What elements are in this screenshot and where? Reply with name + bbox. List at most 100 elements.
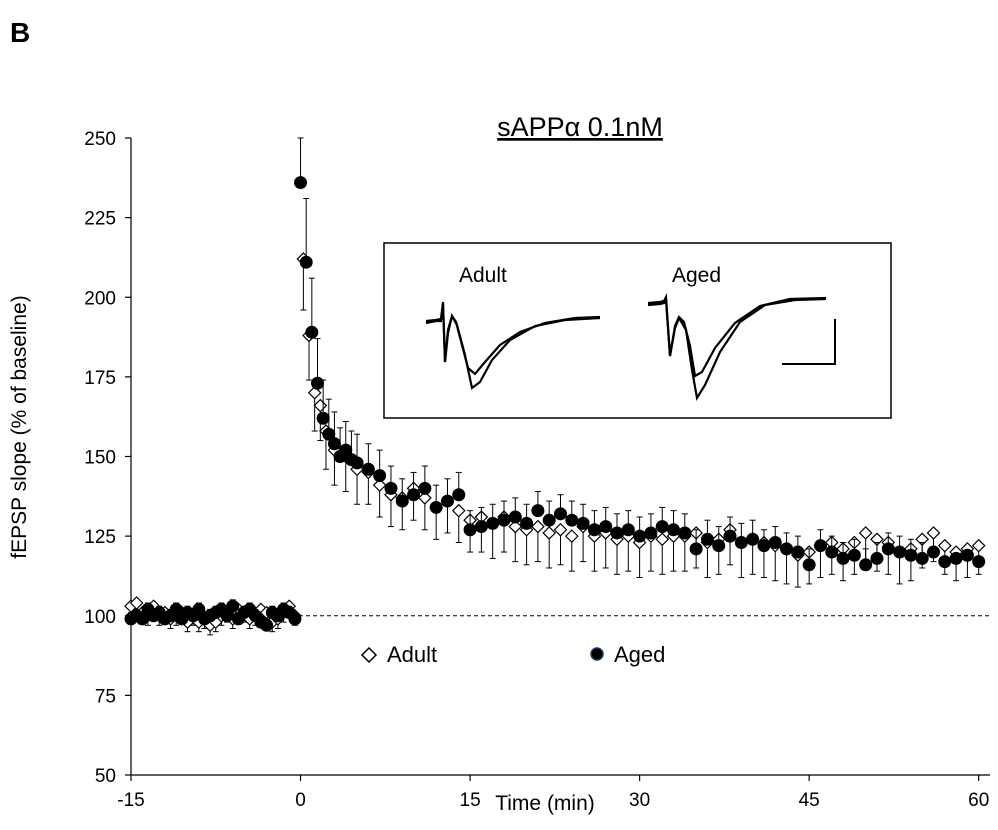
data-point-adult [542,526,557,540]
panel-label: B [10,17,30,48]
data-point-adult [313,398,328,413]
data-point-aged [757,539,771,553]
data-point-aged [599,520,613,534]
data-point-aged [192,602,206,616]
data-point-aged [847,548,861,562]
data-point-aged [373,469,387,483]
data-point-adult [508,519,523,534]
data-point-aged [169,602,183,616]
data-point-aged [310,376,324,390]
x-tick-label: 60 [968,790,989,811]
data-point-aged [554,507,567,521]
legend-marker-adult [360,646,378,664]
data-point-aged [384,481,398,495]
data-point-aged [949,551,963,565]
data-point-adult [372,478,387,493]
data-point-aged [689,542,703,556]
legend-label-aged: Aged [614,642,665,667]
data-point-aged [486,516,500,530]
data-point-aged [316,411,330,425]
data-point-aged [452,488,466,502]
data-point-aged [531,504,545,518]
y-tick-label: 200 [84,288,116,309]
data-point-aged [395,494,409,508]
data-point-aged [520,516,534,530]
x-tick-label: 0 [295,790,306,811]
inset-traces: Adult Aged [383,242,892,419]
data-point-aged [972,555,986,569]
inset-box [383,242,892,419]
x-tick-label: 30 [629,790,650,811]
y-tick-label: 175 [84,368,116,389]
data-point-aged [780,542,794,556]
data-point-aged [463,523,477,537]
trace-adult-2 [425,303,601,390]
data-point-aged [407,488,421,502]
data-point-aged [587,523,601,537]
data-point-aged [813,539,827,553]
y-tick-label: 100 [84,607,116,628]
data-point-adult [937,538,952,553]
inset-label-aged: Aged [672,264,721,287]
data-point-aged [429,500,443,514]
data-point-aged [667,523,681,537]
data-point-aged [610,526,624,540]
data-point-aged [565,513,579,527]
data-point-aged [322,427,336,441]
legend-marker-aged [590,647,604,661]
data-point-adult [564,529,579,543]
data-point-aged [712,539,726,553]
chart-title: sAPPα 0.1nM [497,112,663,142]
legend: Adult Aged [360,642,665,667]
data-point-aged [135,612,149,626]
data-point-aged [294,176,308,190]
data-point-aged [508,510,522,524]
data-point-aged [418,481,432,495]
data-point-aged [881,542,895,556]
data-point-aged [350,456,364,470]
x-tick-label: 45 [799,790,820,811]
data-point-aged [825,545,839,559]
inset-label-adult: Adult [459,264,507,287]
scale-bar [782,319,836,365]
data-point-aged [700,532,714,546]
y-tick-label: 125 [84,527,116,548]
data-point-aged [904,548,918,562]
data-point-aged [327,437,341,451]
data-point-aged [938,555,952,569]
data-point-aged [474,520,488,534]
y-axis-label: fEPSP slope (% of baseline) [8,295,31,558]
data-point-adult [553,522,568,537]
data-point-adult [451,503,466,518]
data-point-aged [361,462,375,476]
data-point-aged [791,545,805,559]
data-point-adult [971,538,986,553]
data-point-adult [307,385,322,400]
trace-aged-2 [647,296,827,402]
x-axis-label: Time (min) [495,792,595,815]
data-point-aged [542,513,556,527]
data-point-aged [288,612,302,626]
x-tick-label: 15 [460,790,481,811]
data-point-aged [305,325,319,339]
y-tick-label: 250 [84,129,116,150]
y-tick-label: 75 [95,686,116,707]
y-tick-label: 50 [95,766,116,787]
data-point-aged [633,529,647,543]
y-tick-label: 225 [84,209,116,230]
data-point-aged [802,558,816,572]
data-point-aged [655,520,669,534]
data-point-aged [960,548,974,562]
data-point-aged [746,532,760,546]
data-point-aged [870,551,884,565]
data-point-aged [440,494,454,508]
data-point-aged [734,535,748,549]
data-point-aged [299,255,313,269]
data-point-aged [926,545,940,559]
data-point-aged [644,526,658,540]
legend-label-adult: Adult [387,642,437,667]
data-point-aged [621,523,635,537]
data-point-aged [723,529,737,543]
data-point-aged [893,545,907,559]
